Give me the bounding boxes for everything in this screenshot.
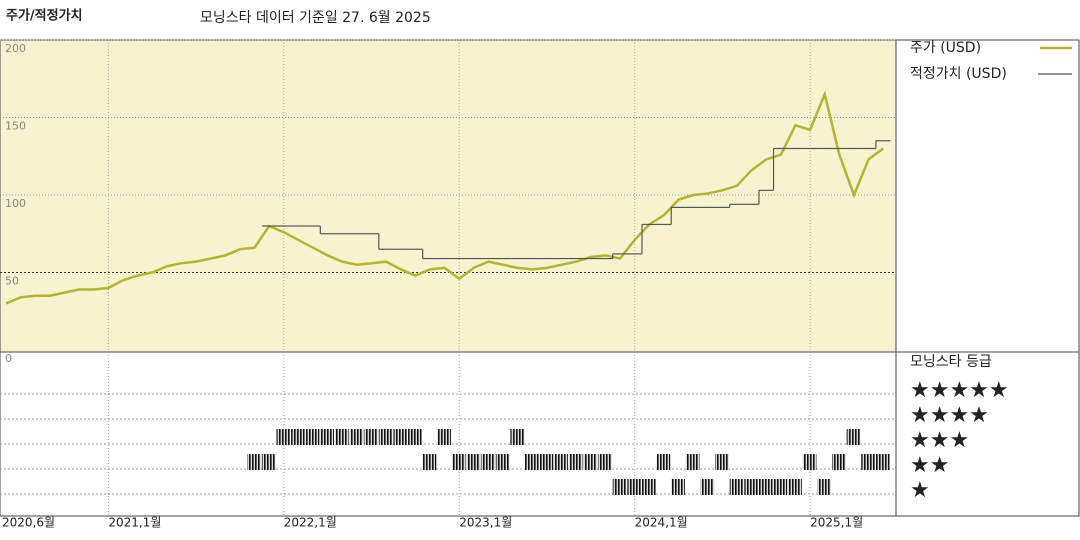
rating-bar <box>598 454 612 470</box>
rating-bar <box>525 454 539 470</box>
rating-bar <box>334 429 349 445</box>
price-line <box>5 90 884 305</box>
rating-bar <box>875 454 890 470</box>
rating-title: 모닝스타 등급 <box>910 354 992 370</box>
x-tick-label: 2023,1월 <box>459 516 512 530</box>
rating-bar <box>627 479 641 495</box>
chart-title: 주가/적정가치 <box>6 8 83 24</box>
rating-bar <box>744 479 758 495</box>
rating-level-label: ★★★★ <box>910 403 989 428</box>
rating-bar <box>700 479 715 495</box>
rating-level-label: ★★★ <box>910 428 969 453</box>
rating-bar <box>451 454 466 470</box>
rating-bar <box>729 479 744 495</box>
rating-level-label: ★ <box>910 478 930 503</box>
rating-bar <box>276 429 291 445</box>
chart-subtitle: 모닝스타 데이터 기준일 27. 6월 2025 <box>200 10 431 26</box>
rating-bar <box>495 454 510 470</box>
rating-bar <box>247 454 261 470</box>
rating-bar <box>612 479 627 495</box>
rating-bar <box>378 429 393 445</box>
rating-bar <box>656 454 671 470</box>
x-tick-label: 2022,1월 <box>284 516 337 530</box>
rating-bar <box>671 479 685 495</box>
rating-bar <box>715 454 729 470</box>
y-tick-label: 50 <box>5 275 19 288</box>
y-tick-label: 200 <box>5 42 26 55</box>
rating-bar <box>466 454 481 470</box>
rating-bar <box>685 454 700 470</box>
rating-bar <box>641 479 656 495</box>
rating-bar <box>422 454 437 470</box>
rating-bar <box>554 454 568 470</box>
x-tick-label: 2024,1월 <box>635 516 688 530</box>
rating-bar <box>481 454 495 470</box>
y-tick-label: 150 <box>5 120 26 133</box>
legend-label: 적정가치 (USD) <box>910 66 1007 82</box>
x-tick-label: 2025,1월 <box>810 516 863 530</box>
rating-bar <box>393 429 408 445</box>
rating-bar <box>758 479 773 495</box>
rating-bar <box>861 454 875 470</box>
rating-bar <box>349 429 364 445</box>
rating-bar <box>802 454 817 470</box>
price-panel <box>0 39 897 353</box>
rating-bar <box>437 429 451 445</box>
rating-bar <box>510 429 525 445</box>
rating-bar <box>320 429 334 445</box>
rating-bar <box>539 454 554 470</box>
x-tick-label: 2020,6월 <box>2 516 55 530</box>
legend-panel <box>895 39 1080 517</box>
rating-bar <box>846 429 861 445</box>
x-tick-label: 2021,1월 <box>108 516 161 530</box>
rating-bar <box>364 429 378 445</box>
rating-bar <box>291 429 305 445</box>
rating-level-label: ★★★★★ <box>910 378 1009 403</box>
rating-level-label: ★★ <box>910 453 949 478</box>
rating-bar <box>817 479 832 495</box>
y-tick-label: 0 <box>5 352 12 365</box>
y-tick-label: 100 <box>5 197 26 210</box>
rating-bar <box>261 454 276 470</box>
rating-bar <box>788 479 802 495</box>
rating-bar <box>568 454 583 470</box>
rating-bar <box>305 429 320 445</box>
rating-bar <box>832 454 846 470</box>
legend-label: 주가 (USD) <box>910 40 981 56</box>
rating-bar <box>408 429 422 445</box>
rating-bar <box>773 479 788 495</box>
rating-bar <box>583 454 598 470</box>
